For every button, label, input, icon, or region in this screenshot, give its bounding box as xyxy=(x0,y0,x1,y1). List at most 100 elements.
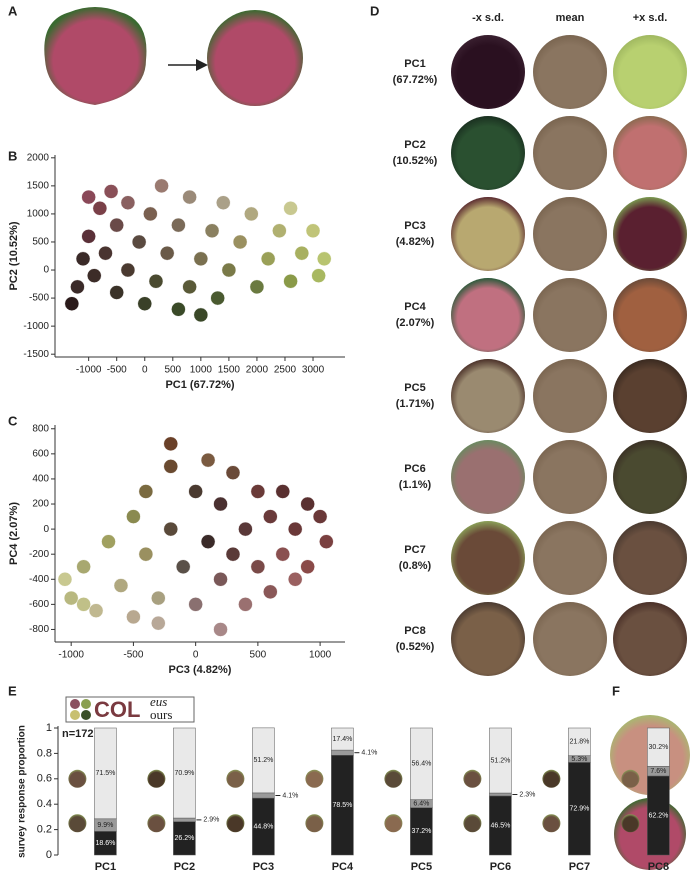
y-tick-label: -200 xyxy=(29,549,49,560)
leaf-point xyxy=(163,436,178,452)
x-tick-label: PC4 xyxy=(332,861,354,872)
leaf-pc-image xyxy=(533,602,607,676)
leaf-pc-image xyxy=(533,521,607,595)
leaf-point xyxy=(57,572,73,587)
leaf-thumbnail xyxy=(305,769,324,788)
value-label: 2.9% xyxy=(203,817,219,824)
leaf-point xyxy=(249,279,265,295)
leaf-pc-image xyxy=(533,35,607,109)
leaf-point xyxy=(225,465,241,480)
y-axis-label: PC4 (2.07%) xyxy=(8,502,20,565)
row-label: PC2 xyxy=(404,139,425,151)
x-axis-label: PC1 (67.72%) xyxy=(165,379,234,391)
leaf-point xyxy=(159,245,175,261)
leaf-thumbnail xyxy=(305,814,324,833)
row-variance: (1.71%) xyxy=(396,398,435,410)
y-tick-label: 0 xyxy=(43,265,49,276)
bar-segment xyxy=(252,792,275,799)
leaf-point xyxy=(312,509,328,524)
leaf-point xyxy=(200,534,216,549)
leaf-image xyxy=(44,7,147,105)
leaf-point xyxy=(311,268,326,283)
leaf-thumbnail xyxy=(621,814,640,833)
leaf-point xyxy=(76,559,91,574)
bar-segment xyxy=(94,727,117,820)
leaf-thumbnail xyxy=(542,769,561,788)
leaf-pc-image xyxy=(613,521,687,595)
leaf-pc-image xyxy=(451,116,525,190)
leaf-point xyxy=(272,223,287,238)
leaf-point xyxy=(148,274,164,289)
y-tick-label: 500 xyxy=(32,237,49,248)
leaf-point xyxy=(120,262,136,278)
leaf-point xyxy=(175,559,191,574)
column-header: -x s.d. xyxy=(472,12,504,24)
x-tick-label: -1000 xyxy=(58,650,84,661)
value-label: 6.4% xyxy=(413,801,429,808)
logo-dot xyxy=(81,710,91,720)
row-label: PC6 xyxy=(404,463,425,475)
leaf-circle-image xyxy=(207,10,303,106)
panel-label: E xyxy=(8,683,17,698)
leaf-point xyxy=(182,189,197,205)
row-variance: (10.52%) xyxy=(393,155,438,167)
value-label: 2.3% xyxy=(519,791,535,798)
row-variance: (0.52%) xyxy=(396,641,435,653)
leaf-point xyxy=(81,229,96,244)
leaf-point xyxy=(294,245,310,261)
row-variance: (67.72%) xyxy=(393,74,438,86)
leaf-thumbnail xyxy=(463,769,482,788)
panel-label: B xyxy=(8,148,17,163)
leaf-point xyxy=(210,290,225,306)
leaf-point xyxy=(216,195,231,210)
x-tick-label: PC5 xyxy=(411,861,432,872)
row-variance: (4.82%) xyxy=(396,236,435,248)
leaf-point xyxy=(109,217,124,233)
bar-segment xyxy=(489,727,512,794)
bar-segment xyxy=(173,817,196,822)
leaf-pc-image xyxy=(613,116,687,190)
leaf-point xyxy=(250,484,266,499)
y-tick-label: -1500 xyxy=(23,349,49,360)
value-label: 17.4% xyxy=(332,736,352,743)
x-tick-label: 1000 xyxy=(309,650,332,661)
leaf-point xyxy=(63,590,79,606)
value-label: 72.9% xyxy=(569,806,589,813)
leaf-point xyxy=(138,484,154,499)
value-label: 78.5% xyxy=(332,802,352,809)
x-tick-label: PC1 xyxy=(95,861,116,872)
y-axis-label: PC2 (10.52%) xyxy=(8,221,20,290)
x-tick-label: -1000 xyxy=(76,365,102,376)
leaf-point xyxy=(171,217,186,233)
y-tick-label: 1000 xyxy=(27,209,50,220)
value-label: 71.5% xyxy=(95,770,115,777)
y-tick-label: 0.2 xyxy=(37,824,52,836)
value-label: 26.2% xyxy=(174,835,194,842)
leaf-thumbnail xyxy=(384,769,403,788)
leaf-pc-image xyxy=(613,35,687,109)
leaf-point xyxy=(120,195,136,210)
leaf-point xyxy=(288,521,303,537)
value-label: 7.6% xyxy=(650,768,666,775)
leaf-point xyxy=(300,496,315,512)
leaf-point xyxy=(70,279,85,295)
value-label: 70.9% xyxy=(174,770,194,777)
y-tick-label: -600 xyxy=(29,599,49,610)
leaf-thumbnail xyxy=(463,814,482,833)
leaf-point xyxy=(188,484,203,499)
leaf-point xyxy=(317,251,332,267)
y-tick-label: 0 xyxy=(46,849,52,861)
leaf-pc-image xyxy=(451,521,525,595)
value-label: 9.9% xyxy=(97,822,113,829)
y-tick-label: 0.6 xyxy=(37,773,52,785)
x-tick-label: 2000 xyxy=(246,365,269,376)
y-tick-label: 800 xyxy=(32,423,49,434)
leaf-point xyxy=(113,578,129,593)
leaf-point xyxy=(188,597,203,612)
leaf-point xyxy=(213,572,228,587)
value-label: 51.2% xyxy=(490,757,510,764)
leaf-point xyxy=(225,546,241,562)
x-tick-label: PC3 xyxy=(253,861,274,872)
row-label: PC5 xyxy=(404,382,425,394)
leaf-point xyxy=(151,590,166,606)
